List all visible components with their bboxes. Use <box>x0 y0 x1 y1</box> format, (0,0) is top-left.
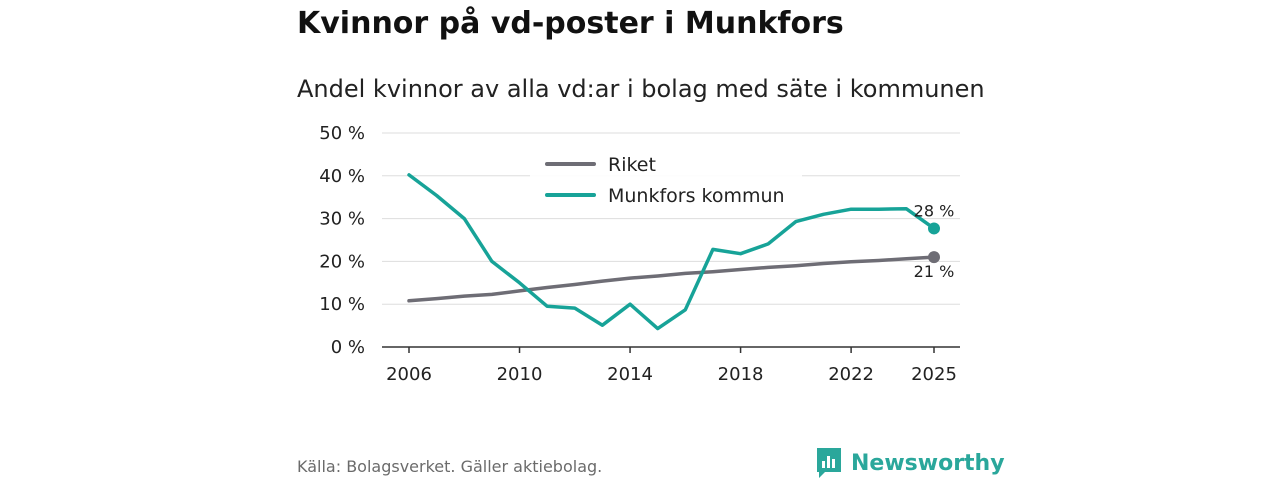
y-tick-label: 30 % <box>319 209 365 230</box>
x-tick-label: 2025 <box>911 364 957 385</box>
x-tick-label: 2022 <box>828 364 874 385</box>
newsworthy-logo-icon <box>817 448 841 478</box>
x-tick-label: 2018 <box>718 364 764 385</box>
axis-layer: 0 % 10 % 20 % 30 % 40 % 50 % 2006 2010 2014 2018 2… <box>319 123 960 385</box>
x-tick-label: 2006 <box>386 364 432 385</box>
brand-name: Newsworthy <box>851 450 1005 476</box>
end-marker-munkfors <box>928 222 940 235</box>
brand: Newsworthy <box>815 446 1005 480</box>
legend-background <box>530 148 802 216</box>
end-label-munkfors: 28 % <box>914 201 955 220</box>
y-tick-label: 50 % <box>319 123 365 144</box>
chart-subtitle: Andel kvinnor av alla vd:ar i bolag med … <box>297 75 985 103</box>
source-note: Källa: Bolagsverket. Gäller aktiebolag. <box>297 457 603 476</box>
y-tick-label: 20 % <box>319 251 365 272</box>
legend-label-munkfors: Munkfors kommun <box>608 185 785 207</box>
series-line-riket <box>407 255 936 303</box>
end-label-riket: 21 % <box>914 262 955 281</box>
y-tick-label: 40 % <box>319 166 365 187</box>
series-layer: 21 % 28 % <box>407 173 955 331</box>
x-tick-label: 2014 <box>607 364 653 385</box>
y-tick-label: 0 % <box>331 337 365 358</box>
x-tick-label: 2010 <box>497 364 543 385</box>
series-line-munkfors <box>407 173 936 331</box>
chart-title: Kvinnor på vd-poster i Munkfors <box>297 6 844 41</box>
legend: Riket Munkfors kommun <box>530 148 802 216</box>
legend-label-riket: Riket <box>608 154 656 176</box>
end-marker-riket <box>928 251 940 264</box>
y-tick-label: 10 % <box>319 294 365 315</box>
